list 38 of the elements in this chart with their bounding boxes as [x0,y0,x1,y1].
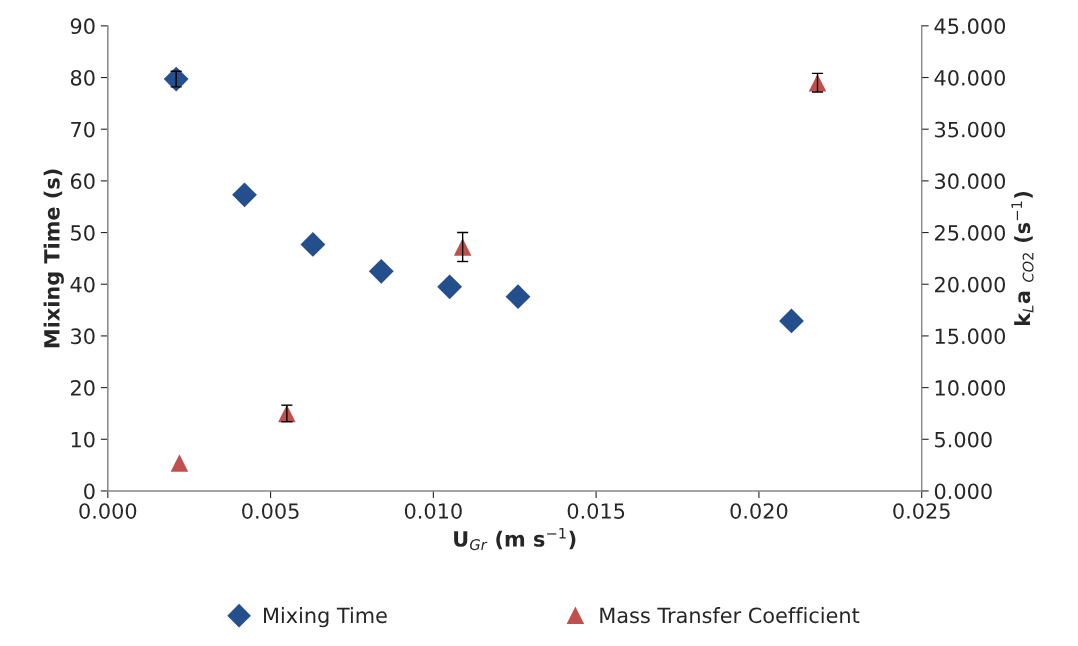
point [368,258,394,284]
y2-tick-label: 35.000 [935,121,1006,138]
point [300,232,326,257]
y-tick-label: 80 [70,69,95,86]
y2-tick-label: 45.000 [934,18,1006,35]
y-tick-label: 90 [70,18,95,35]
point [505,284,531,310]
legend-label: Mixing Time [264,607,387,628]
x-tick-label: 0.005 [242,503,299,519]
y-axis-title: Mixing Time (s) [43,169,64,348]
y2-axis-title: k$_{L}$a $_{CO2}$ (s$^{−1}$) [1011,191,1034,326]
x-tick-label: 0.015 [567,503,625,519]
point [232,182,257,208]
point [779,308,804,334]
x-tick-label: 0.000 [79,503,137,519]
x-tick-label: 0.020 [730,503,788,519]
y2-tick-label: 25.000 [935,225,1006,241]
y2-tick-label: 0.000 [934,483,992,500]
x-axis-title: U$_{Gr}$ (m s$^{−1}$) [454,527,576,551]
y2-tick-label: 5.000 [935,431,992,448]
x-tick-label: 0.010 [404,503,462,519]
y-tick-label: 70 [71,121,95,138]
y-tick-label: 10 [71,431,95,448]
y-tick-label: 40 [70,276,95,293]
point [437,274,463,300]
y-tick-label: 0 [84,483,95,500]
y-tick-label: 60 [70,173,95,190]
y2-tick-label: 30.000 [935,173,1006,190]
y-tick-label: 20 [71,380,95,396]
y2-tick-label: 10.000 [935,380,1006,396]
y-tick-label: 50 [71,225,95,241]
y2-tick-label: 40.000 [934,69,1006,86]
y-tick-label: 30 [71,328,95,345]
y2-tick-label: 15.000 [935,328,1006,345]
y2-tick-label: 20.000 [935,276,1006,293]
legend-label: Mass Transfer Coefficient [600,607,860,624]
point [170,454,189,472]
x-tick-label: 0.025 [893,503,950,519]
